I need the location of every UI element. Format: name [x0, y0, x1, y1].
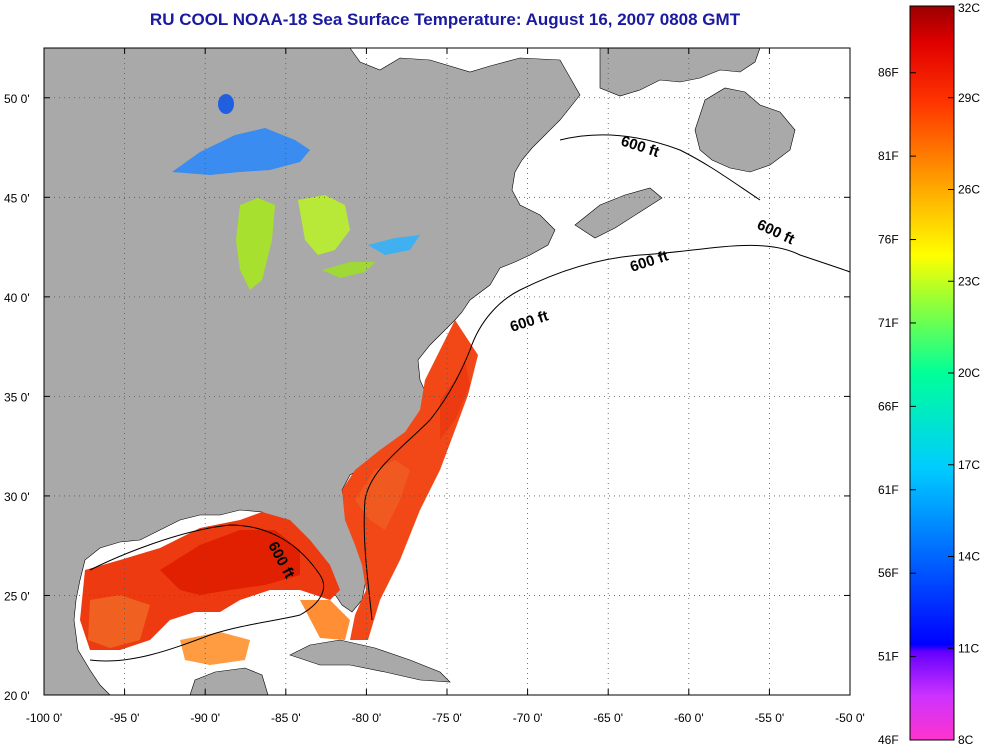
- lon-tick-label: -95 0': [110, 711, 140, 725]
- lat-tick-label: 25 0': [4, 589, 30, 603]
- colorbar-fahrenheit-label: 76F: [878, 233, 899, 247]
- colorbar-celsius-label: 11C: [958, 641, 979, 655]
- lat-tick-label: 20 0': [4, 689, 30, 703]
- cuba-land: [289, 639, 451, 683]
- lon-tick-label: -65 0': [593, 711, 623, 725]
- colorbar: [909, 5, 955, 741]
- lat-tick-label: 40 0': [4, 291, 30, 305]
- colorbar-celsius-label: 14C: [958, 550, 980, 564]
- lon-tick-label: -80 0': [352, 711, 382, 725]
- lat-tick-label: 45 0': [4, 191, 30, 205]
- colorbar-fahrenheit-label: 81F: [878, 149, 899, 163]
- lat-tick-label: 30 0': [4, 490, 30, 504]
- latitude-axis: 20 0' 25 0' 30 0' 35 0' 40 0' 45 0' 50 0': [4, 92, 850, 703]
- colorbar-celsius-label: 17C: [958, 458, 980, 472]
- nova-scotia-land: [574, 187, 663, 239]
- newfoundland-land: [694, 87, 796, 173]
- colorbar-ticks: 32C 29C 26C 23C 20C 17C 14C 11C 8C 86F 81F 76F 71F 66…: [878, 1, 980, 747]
- colorbar-fahrenheit-label: 86F: [878, 66, 899, 80]
- lon-tick-label: -75 0': [432, 711, 462, 725]
- map-title: RU COOL NOAA-18 Sea Surface Temperature:…: [149, 10, 741, 29]
- colorbar-fahrenheit-label: 61F: [878, 483, 899, 497]
- longitude-axis: -100 0' -95 0' -90 0' -85 0' -80 0' -75 0' -70…: [26, 48, 865, 725]
- colorbar-celsius-label: 8C: [958, 733, 974, 747]
- colorbar-fahrenheit-label: 56F: [878, 566, 899, 580]
- colorbar-celsius-label: 32C: [958, 1, 980, 15]
- lon-tick-label: -85 0': [271, 711, 301, 725]
- lat-tick-label: 50 0': [4, 92, 30, 106]
- colorbar-fahrenheit-label: 66F: [878, 399, 899, 413]
- colorbar-celsius-label: 26C: [958, 183, 980, 197]
- colorbar-fahrenheit-label: 71F: [878, 316, 899, 330]
- labrador-land: [599, 47, 761, 97]
- lon-tick-label: -70 0': [513, 711, 543, 725]
- lon-tick-label: -100 0': [26, 711, 62, 725]
- sst-gulf-swath: [80, 512, 350, 665]
- lon-tick-label: -55 0': [755, 711, 785, 725]
- colorbar-fahrenheit-label: 46F: [878, 733, 899, 747]
- great-lakes: [172, 94, 420, 290]
- lon-tick-label: -90 0': [190, 711, 220, 725]
- colorbar-fahrenheit-label: 51F: [878, 650, 899, 664]
- colorbar-celsius-label: 29C: [958, 91, 980, 105]
- lon-tick-label: -60 0': [674, 711, 704, 725]
- colorbar-celsius-label: 20C: [958, 366, 980, 380]
- colorbar-celsius-label: 23C: [958, 274, 980, 288]
- lon-tick-label: -50 0': [835, 711, 865, 725]
- lat-tick-label: 35 0': [4, 390, 30, 404]
